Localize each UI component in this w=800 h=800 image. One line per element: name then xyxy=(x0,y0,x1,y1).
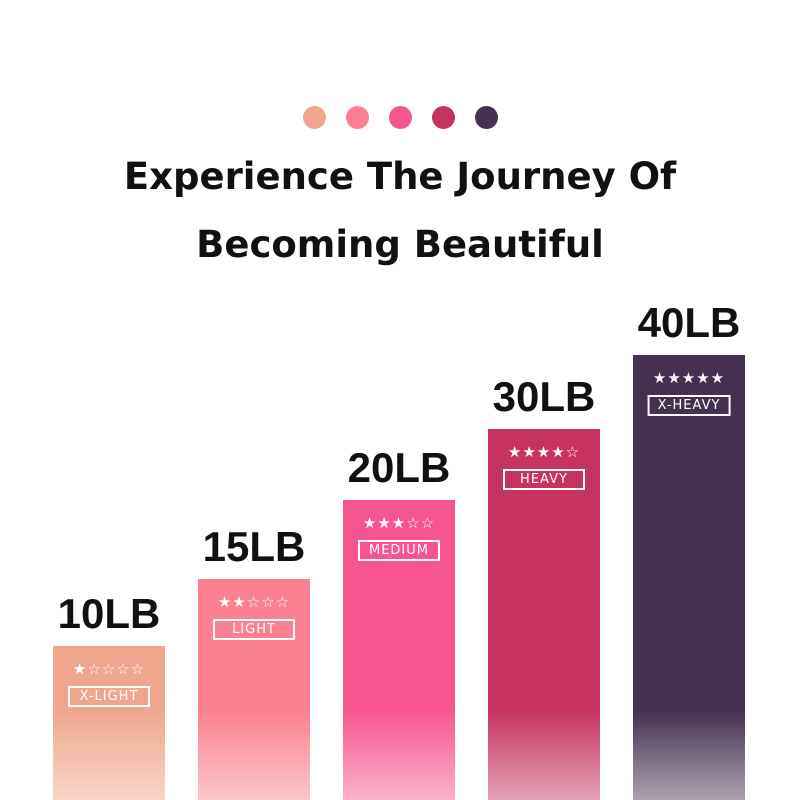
color-dot xyxy=(431,106,455,129)
color-dot xyxy=(474,106,498,129)
color-dots xyxy=(0,106,800,129)
weight-label: 40LB xyxy=(637,299,741,346)
bar-40lb: ★★★★★ X-HEAVY xyxy=(633,355,745,800)
title-line-1: Experience The Journey Of xyxy=(123,155,677,198)
star-rating: ★☆☆☆☆ xyxy=(72,660,146,678)
star-rating: ★★☆☆☆ xyxy=(217,593,291,611)
color-dot xyxy=(302,106,326,129)
weight-label: 30LB xyxy=(492,373,596,420)
weight-label: 15LB xyxy=(202,523,306,570)
level-label: MEDIUM xyxy=(358,540,440,561)
bar-10lb: ★☆☆☆☆ X-LIGHT xyxy=(53,646,165,800)
level-label: X-HEAVY xyxy=(647,395,731,416)
level-label: HEAVY xyxy=(503,469,585,490)
bar-20lb: ★★★☆☆ MEDIUM xyxy=(343,500,455,800)
color-dot xyxy=(345,106,369,129)
star-rating: ★★★☆☆ xyxy=(362,514,436,532)
level-label: X-LIGHT xyxy=(68,686,150,707)
bar-30lb: ★★★★☆ HEAVY xyxy=(488,429,600,800)
star-rating: ★★★★★ xyxy=(652,369,726,387)
weight-label: 20LB xyxy=(347,444,451,491)
weight-label: 10LB xyxy=(57,590,161,637)
color-dot xyxy=(388,106,412,129)
level-label: LIGHT xyxy=(213,619,295,640)
star-rating: ★★★★☆ xyxy=(507,443,581,461)
bar-15lb: ★★☆☆☆ LIGHT xyxy=(198,579,310,800)
title-line-2: Becoming Beautiful xyxy=(196,223,604,266)
